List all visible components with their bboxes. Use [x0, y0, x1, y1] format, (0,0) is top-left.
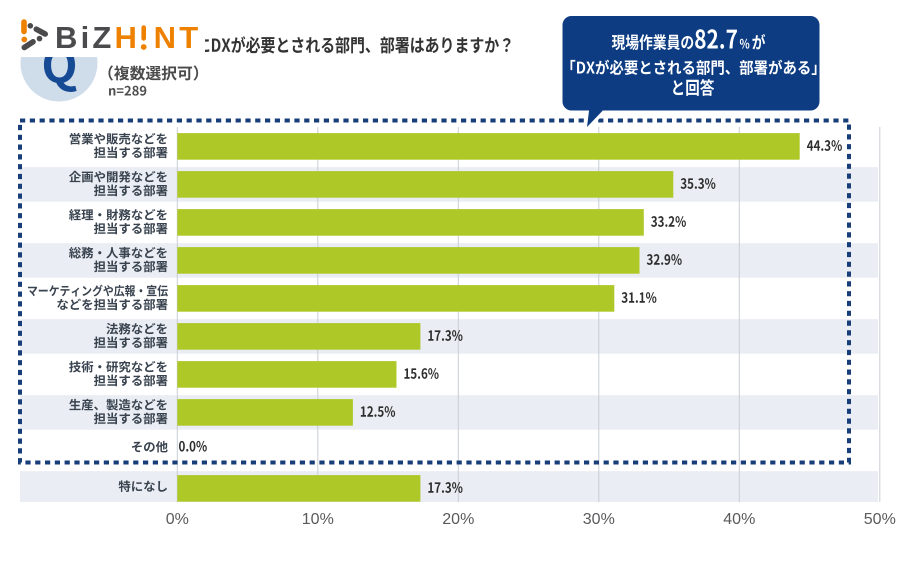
svg-text:30%: 30%	[583, 511, 615, 528]
svg-text:40%: 40%	[723, 511, 755, 528]
svg-text:20%: 20%	[442, 511, 474, 528]
svg-text:0%: 0%	[166, 511, 189, 528]
svg-text:10%: 10%	[302, 511, 334, 528]
svg-text:50%: 50%	[864, 511, 896, 528]
